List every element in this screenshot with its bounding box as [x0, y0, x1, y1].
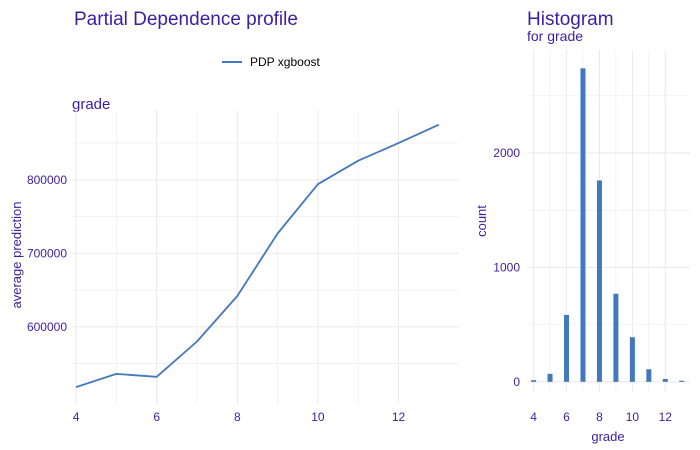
- pdp-legend: PDP xgboost: [222, 55, 320, 69]
- pdp-x-tick-label: 8: [234, 410, 241, 424]
- legend-label-pdp-xgboost: PDP xgboost: [250, 55, 320, 69]
- histogram-x-tick-label: 10: [626, 410, 640, 424]
- histogram-panel: Histogram for grade 4 6 8 10 12 0 1000 2000 gr…: [474, 9, 690, 444]
- histogram-x-tick-label: 12: [659, 410, 673, 424]
- pdp-y-tick-label: 800000: [27, 173, 67, 187]
- pdp-panel: Partial Dependence profile PDP xgboost g…: [9, 9, 459, 424]
- histogram-bar: [662, 378, 668, 382]
- histogram-title: Histogram: [527, 9, 614, 30]
- histogram-bar: [580, 68, 586, 382]
- pdp-x-tick-label: 12: [392, 410, 406, 424]
- histogram-x-tick-label: 4: [530, 410, 537, 424]
- pdp-title: Partial Dependence profile: [74, 9, 298, 30]
- histogram-x-tick-label: 6: [563, 410, 570, 424]
- pdp-x-tick-label: 10: [311, 410, 325, 424]
- histogram-x-ticks: 4 6 8 10 12: [530, 410, 672, 424]
- pdp-grid: [72, 110, 459, 404]
- histogram-grid: [527, 50, 690, 391]
- pdp-x-tick-label: 4: [73, 410, 80, 424]
- histogram-y-ticks: 0 1000 2000: [493, 146, 520, 389]
- histogram-bars: [531, 68, 685, 382]
- histogram-subtitle: for grade: [527, 28, 583, 44]
- pdp-facet-label: grade: [72, 96, 110, 113]
- pdp-y-tick-label: 600000: [27, 320, 67, 334]
- histogram-y-tick-label: 0: [513, 375, 520, 389]
- histogram-x-tick-label: 8: [596, 410, 603, 424]
- histogram-bar: [646, 369, 652, 382]
- histogram-y-axis-title: count: [474, 205, 489, 237]
- histogram-bar: [596, 180, 602, 382]
- histogram-bar: [564, 314, 570, 382]
- histogram-bar: [547, 373, 553, 382]
- histogram-bar: [629, 337, 635, 382]
- pdp-y-axis-title: average prediction: [9, 202, 24, 309]
- histogram-bar: [679, 380, 685, 382]
- pdp-x-tick-label: 6: [153, 410, 160, 424]
- pdp-series: [75, 123, 440, 388]
- pdp-y-ticks: 600000 700000 800000: [27, 173, 67, 334]
- histogram-bar: [531, 380, 537, 382]
- histogram-x-axis-title: grade: [591, 429, 624, 444]
- pdp-y-tick-label: 700000: [27, 246, 67, 260]
- pdp-x-ticks: 4 6 8 10 12: [73, 410, 406, 424]
- histogram-y-tick-label: 2000: [493, 146, 520, 160]
- pdp-series-line: [75, 123, 440, 388]
- histogram-bar: [613, 293, 619, 382]
- histogram-y-tick-label: 1000: [493, 260, 520, 274]
